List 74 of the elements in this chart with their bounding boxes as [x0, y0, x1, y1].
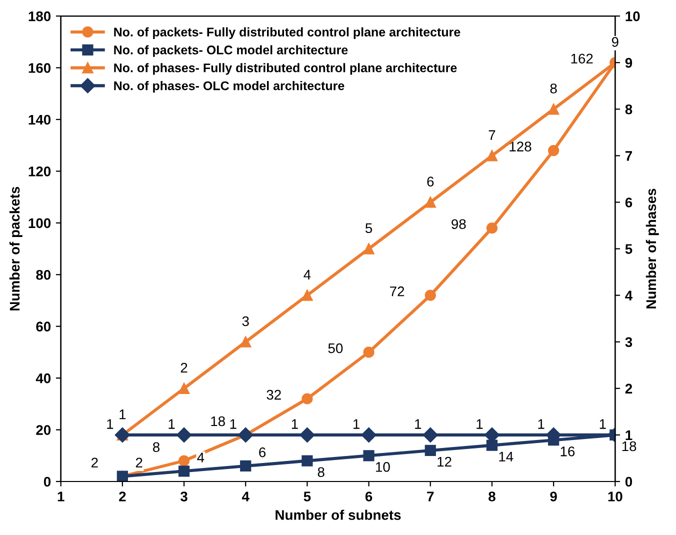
data-label: 1: [353, 419, 360, 429]
x-tick-label: 2: [119, 492, 126, 502]
y-axis-title: Number of packets: [9, 186, 22, 310]
data-label: 32: [266, 390, 281, 400]
data-label: 1: [120, 410, 126, 420]
data-label: 6: [427, 176, 434, 187]
data-label: 8: [152, 442, 160, 452]
data-label: 8: [550, 84, 557, 94]
data-label: 1: [476, 419, 483, 429]
y2-tick-label: 1: [626, 430, 632, 440]
y2-tick-label: 0: [625, 476, 632, 487]
data-label: 3: [242, 316, 249, 326]
data-label: 4: [197, 452, 204, 462]
data-label: 18: [622, 441, 636, 452]
y2-tick-label: 9: [625, 58, 632, 68]
data-label: 5: [365, 223, 372, 234]
x-tick-label: 10: [608, 492, 622, 502]
y-tick-label: 60: [36, 322, 51, 332]
x-tick-label: 1: [58, 492, 64, 502]
y2-tick-label: 10: [626, 11, 640, 22]
data-label: 1: [292, 419, 298, 429]
data-label: 72: [390, 286, 404, 296]
y-tick-label: 160: [28, 63, 51, 73]
y2-tick-label: 6: [625, 198, 632, 208]
data-label: 1: [107, 419, 114, 429]
x-tick-label: 7: [427, 492, 434, 502]
data-label: 1: [168, 419, 175, 429]
data-label: 18: [211, 416, 225, 426]
x-axis-title: Number of subnets: [276, 510, 401, 520]
y2-tick-label: 5: [625, 244, 632, 254]
y2-axis-title: Number of phases: [646, 188, 659, 308]
y-tick-label: 20: [36, 425, 51, 435]
y2-tick-label: 4: [625, 290, 633, 300]
data-label: 50: [328, 343, 343, 354]
data-label: 2: [180, 362, 188, 373]
data-label: 1: [415, 419, 422, 429]
data-label: 4: [304, 270, 311, 280]
y2-tick-label: 3: [625, 337, 632, 348]
data-label: 10: [376, 462, 390, 472]
legend-label: No. of packets- OLC model architecture: [114, 45, 348, 57]
data-label: 1: [600, 419, 606, 429]
x-tick-label: 6: [365, 492, 372, 502]
x-tick-label: 5: [304, 492, 311, 502]
data-label: 162: [571, 54, 593, 64]
y-tick-label: 80: [36, 270, 51, 280]
data-label: 14: [499, 452, 514, 462]
data-label: 9: [612, 37, 618, 47]
x-tick-label: 8: [488, 492, 496, 502]
x-tick-label: 3: [180, 492, 188, 502]
data-label: 8: [318, 467, 324, 478]
data-label: 1: [230, 419, 236, 429]
data-label: 16: [560, 446, 575, 456]
y2-tick-label: 8: [625, 104, 632, 114]
data-label: 1: [538, 419, 544, 429]
x-tick-label: 4: [242, 492, 250, 502]
data-label: 7: [488, 130, 496, 140]
y-tick-label: 100: [28, 218, 51, 228]
y-tick-label: 180: [28, 11, 51, 22]
y-tick-label: 120: [28, 166, 51, 176]
y2-tick-label: 2: [625, 384, 632, 394]
y-tick-label: 0: [44, 476, 51, 487]
y-tick-label: 140: [28, 114, 51, 125]
y2-tick-label: 7: [625, 151, 632, 161]
y-tick-label: 40: [36, 373, 51, 384]
data-label: 2: [136, 458, 142, 468]
legend-label: No. of packets- Fully distributed control plane architecture: [114, 27, 460, 39]
data-label: 98: [452, 219, 466, 230]
legend-label: No. of phases- OLC model architecture: [114, 81, 344, 93]
data-label: 2: [91, 458, 98, 468]
data-label: 6: [259, 447, 266, 458]
data-label: 12: [438, 456, 452, 467]
legend-label: No. of phases- Fully distributed control plane architecture: [114, 63, 457, 75]
data-label: 128: [510, 142, 532, 152]
x-tick-label: 9: [550, 492, 557, 502]
